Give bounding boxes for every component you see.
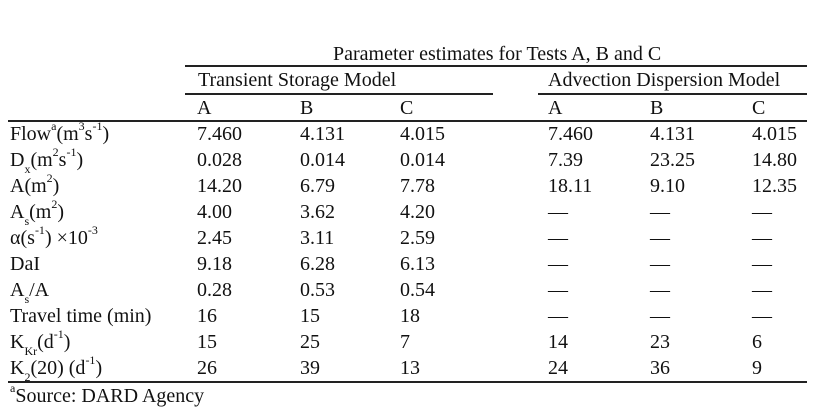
- subcol-header: B: [300, 97, 314, 119]
- table-cell: 7.78: [400, 175, 435, 197]
- table-cell: —: [548, 305, 568, 327]
- table-cell: 16: [197, 305, 217, 327]
- table-cell: 7.39: [548, 149, 583, 171]
- subcol-header: A: [197, 97, 212, 119]
- row-label: α(s-1) ×10-3: [10, 223, 98, 249]
- table-cell: 0.014: [400, 149, 445, 171]
- table-cell: 24: [548, 357, 568, 379]
- table-cell: —: [752, 253, 772, 275]
- table-cell: 4.20: [400, 201, 435, 223]
- subcol-header: A: [548, 97, 563, 119]
- table-cell: 0.54: [400, 279, 435, 301]
- table-cell: —: [548, 279, 568, 301]
- table-cell: 7: [400, 331, 410, 353]
- table-cell: —: [548, 253, 568, 275]
- table-cell: 26: [197, 357, 217, 379]
- table-cell: 12.35: [752, 175, 797, 197]
- table-cell: 0.28: [197, 279, 232, 301]
- row-label: KKr(d-1): [10, 327, 71, 358]
- table-cell: 7.460: [197, 123, 242, 145]
- footnote: aSource: DARD Agency: [10, 381, 205, 407]
- table-cell: 23: [650, 331, 670, 353]
- table-cell: 14.80: [752, 149, 797, 171]
- table-cell: 9: [752, 357, 762, 379]
- table-cell: 2.45: [197, 227, 232, 249]
- table-cell: 9.10: [650, 175, 685, 197]
- table-cell: —: [650, 201, 670, 223]
- group-rule-tsm: [185, 93, 493, 95]
- table-cell: —: [650, 279, 670, 301]
- header-rule: [8, 120, 807, 122]
- table-cell: 23.25: [650, 149, 695, 171]
- subcol-header: B: [650, 97, 664, 119]
- table-cell: —: [548, 201, 568, 223]
- table-cell: 13: [400, 357, 420, 379]
- table-cell: 39: [300, 357, 320, 379]
- row-label: A(m2): [10, 171, 60, 197]
- table-cell: 6.79: [300, 175, 335, 197]
- table-cell: 0.028: [197, 149, 242, 171]
- table-cell: —: [752, 227, 772, 249]
- table-cell: —: [650, 253, 670, 275]
- subcol-header: C: [752, 97, 766, 119]
- row-label: K2(20) (d-1): [10, 353, 103, 384]
- table-cell: 4.00: [197, 201, 232, 223]
- subcol-header: C: [400, 97, 414, 119]
- row-label: DaI: [10, 253, 40, 275]
- table-cell: 14: [548, 331, 568, 353]
- group-header-tsm: Transient Storage Model: [198, 69, 397, 91]
- table-cell: 36: [650, 357, 670, 379]
- row-label: Dx(m2s-1): [10, 145, 84, 176]
- table-cell: —: [548, 227, 568, 249]
- table-cell: 6: [752, 331, 762, 353]
- table-cell: 0.53: [300, 279, 335, 301]
- table-cell: —: [650, 227, 670, 249]
- table-cell: 18: [400, 305, 420, 327]
- table-cell: 25: [300, 331, 320, 353]
- table-cell: 9.18: [197, 253, 232, 275]
- row-label: As(m2): [10, 197, 65, 228]
- row-label: As/A: [10, 279, 50, 306]
- group-rule-adm: [538, 93, 807, 95]
- table-title: Parameter estimates for Tests A, B and C: [333, 43, 662, 65]
- table-cell: 15: [300, 305, 320, 327]
- table-cell: 6.13: [400, 253, 435, 275]
- table-cell: 4.131: [650, 123, 695, 145]
- table-cell: 4.015: [752, 123, 797, 145]
- table-cell: 6.28: [300, 253, 335, 275]
- bottom-rule: [8, 381, 807, 383]
- table-cell: 4.131: [300, 123, 345, 145]
- table-cell: 3.11: [300, 227, 335, 249]
- table-cell: 15: [197, 331, 217, 353]
- table-cell: 3.62: [300, 201, 335, 223]
- table-cell: —: [752, 201, 772, 223]
- table-cell: 18.11: [548, 175, 593, 197]
- row-label: Flowa(m3s-1): [10, 119, 110, 145]
- table-cell: 4.015: [400, 123, 445, 145]
- table-cell: —: [752, 279, 772, 301]
- table-cell: —: [752, 305, 772, 327]
- table-cell: 0.014: [300, 149, 345, 171]
- title-rule: [185, 65, 807, 67]
- group-header-adm: Advection Dispersion Model: [548, 69, 781, 91]
- table-cell: —: [650, 305, 670, 327]
- table-cell: 2.59: [400, 227, 435, 249]
- table-cell: 14.20: [197, 175, 242, 197]
- table-cell: 7.460: [548, 123, 593, 145]
- row-label: Travel time (min): [10, 305, 152, 327]
